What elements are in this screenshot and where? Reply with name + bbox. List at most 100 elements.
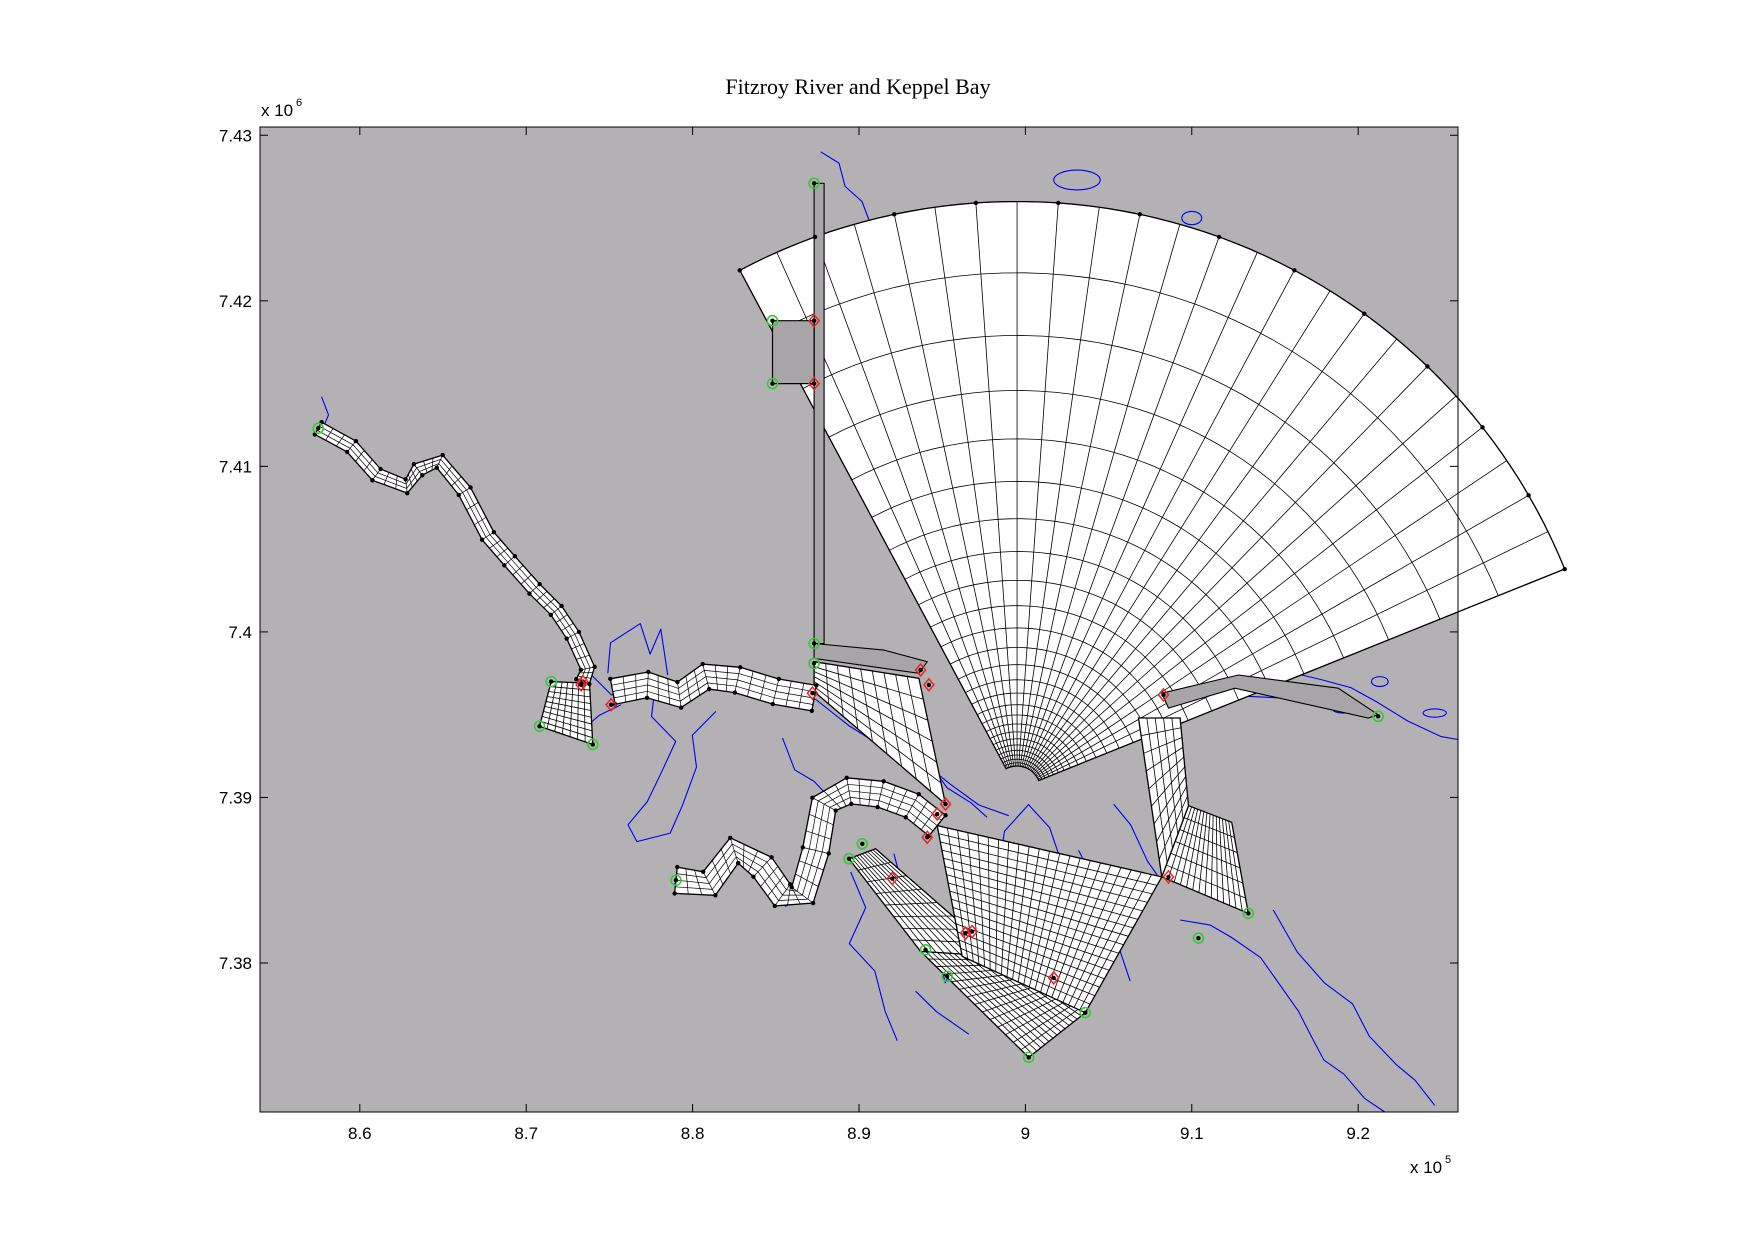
river-upstream-node [548, 612, 553, 618]
delta-block-gridline-v [960, 947, 1091, 1005]
fan-boundary-node [892, 212, 897, 217]
river-upstream-crossline [458, 487, 471, 496]
junction-marker-dot [811, 381, 817, 386]
river-middle-crossline [667, 678, 671, 705]
corner-marker-dot [1026, 1055, 1031, 1060]
junction-marker-dot [969, 929, 975, 934]
river-south-crossline [795, 873, 819, 887]
river-south-crossline [791, 886, 814, 904]
fan-radial-line [1019, 207, 1100, 767]
fan-arc-line [993, 738, 1065, 771]
coastline-island-13 [1181, 210, 1203, 226]
river-south-crossline [798, 860, 824, 871]
river-south-node [833, 808, 838, 813]
fan-arc-line [989, 731, 1071, 768]
east-neck-gridline-v [1143, 737, 1183, 754]
junction-marker-dot [925, 834, 930, 840]
river-middle-crossline [622, 676, 627, 703]
river-south-crossline [805, 830, 832, 840]
river-south-longitudinal [675, 797, 934, 901]
corner-marker-dot [846, 856, 852, 861]
east-neck-gridline-v [1148, 756, 1185, 789]
east-neck-gridline-v [1153, 776, 1187, 825]
delta-block-gridline-v [941, 849, 1148, 903]
y-exponent: 6 [296, 97, 302, 109]
fan-boundary-node [1526, 493, 1531, 498]
fan-radial-line [893, 214, 1013, 767]
east-neck-gridline-u [1171, 717, 1184, 821]
west-basin-gridline-u [583, 682, 586, 742]
river-upstream-node [378, 466, 383, 472]
fan-radial-line [1026, 252, 1258, 769]
east-arm-gridline-v [1167, 806, 1192, 880]
fan-arc-line [918, 580, 1213, 712]
river-upstream-crossline [529, 583, 540, 594]
inlet-box [771, 320, 815, 385]
fan-arc-line [965, 679, 1120, 749]
river-upstream-node [370, 478, 375, 483]
river-south-node [800, 845, 805, 850]
coastline-island-12 [1053, 169, 1101, 191]
river-upstream-node [344, 449, 350, 455]
river-south-node [844, 775, 849, 780]
delta-block-gridline-v [952, 906, 1115, 963]
river-upstream-node [574, 676, 579, 682]
river-south-crossline [720, 848, 731, 874]
river-south-crossline [753, 857, 772, 877]
corner-marker [312, 422, 325, 435]
river-middle-crossline [725, 666, 729, 692]
river-south-crossline [809, 813, 834, 826]
junction-marker [921, 830, 934, 845]
x-tick-label: 8.9 [847, 1124, 871, 1143]
fan-boundary-node [812, 234, 818, 240]
river-upstream-crossline [566, 631, 580, 639]
corner-marker [1372, 710, 1384, 723]
river-south-node [728, 835, 733, 840]
river-south-crossline [812, 797, 836, 811]
river-middle-node [732, 690, 738, 695]
coastline-segment-18 [915, 990, 970, 1035]
south-lobe-gridline-v [997, 996, 1061, 1028]
river-south-crossline [748, 850, 759, 873]
west-basin-gridline-v [540, 720, 593, 739]
junction-marker-dot [578, 682, 584, 688]
river-middle-crossline [702, 664, 710, 690]
junction-marker-dot [963, 931, 968, 936]
junction-block-gridline-v [813, 671, 928, 721]
junction-marker [1157, 687, 1170, 702]
corner-marker [941, 970, 953, 983]
river-upstream-crossline [413, 463, 423, 476]
coastline-island-8 [1370, 676, 1389, 688]
corner-marker-dot [944, 974, 950, 979]
fan-arc-line [889, 518, 1270, 689]
river-south-crossline [729, 837, 739, 864]
river-upstream-node [403, 477, 408, 482]
junction-marker-dot [1161, 692, 1166, 698]
junction-marker [966, 924, 979, 939]
river-upstream-crossline [555, 614, 568, 624]
river-south-crossline [913, 801, 928, 824]
corner-marker [766, 314, 779, 327]
river-middle-crossline [734, 667, 741, 693]
river-south-longitudinal [675, 790, 938, 896]
tick-layer: 8.6 8.7 8.8 8.9 9 9.1 9.2 7.38 7.39 7.4 7.41 7.42 7.… [219, 126, 1458, 1143]
river-upstream-node [578, 667, 584, 672]
junction-marker [914, 662, 927, 678]
fan-radial-line [975, 202, 1016, 767]
river-middle-crossline [785, 681, 792, 707]
east-arm-gridline-v [1204, 813, 1211, 896]
river-upstream-crossline [325, 428, 334, 441]
river-south-crossline [846, 777, 852, 804]
junction-marker [886, 871, 899, 886]
fan-arc-line [940, 627, 1168, 729]
river-south-crossline [702, 871, 716, 896]
fan-radial-line [1029, 290, 1331, 770]
y-tick-label: 7.42 [219, 292, 252, 311]
corner-marker [1242, 907, 1255, 920]
fan-arc-line [904, 551, 1239, 701]
marker-layer [312, 177, 1567, 1064]
south-lobe-gridline-v [1005, 1000, 1067, 1036]
west-basin-gridline-v [545, 701, 592, 711]
river-middle-node [646, 669, 651, 675]
west-basin-gridline-u [569, 682, 574, 737]
